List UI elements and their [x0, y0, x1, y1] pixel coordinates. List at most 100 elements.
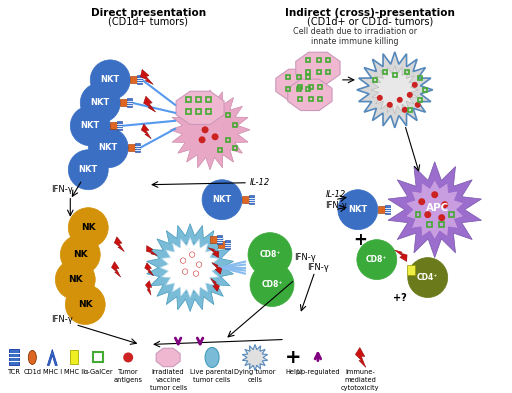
Polygon shape [146, 246, 157, 255]
Circle shape [123, 353, 133, 362]
Circle shape [197, 262, 202, 267]
Circle shape [248, 233, 292, 277]
Circle shape [415, 102, 421, 108]
Circle shape [66, 285, 105, 325]
Text: Indirect (cross)-presentation: Indirect (cross)-presentation [285, 8, 455, 18]
Ellipse shape [205, 347, 219, 367]
FancyBboxPatch shape [70, 351, 78, 364]
Circle shape [88, 128, 128, 168]
FancyBboxPatch shape [242, 196, 249, 203]
Polygon shape [141, 124, 151, 139]
FancyBboxPatch shape [225, 240, 230, 249]
Text: NKT: NKT [348, 205, 368, 214]
Text: CD4⁺: CD4⁺ [417, 273, 438, 282]
FancyBboxPatch shape [9, 349, 19, 365]
Text: NK: NK [73, 250, 88, 259]
Text: α-GalCer: α-GalCer [83, 369, 113, 375]
Polygon shape [242, 345, 268, 371]
Text: +?: +? [393, 292, 407, 303]
Polygon shape [112, 262, 121, 277]
Polygon shape [156, 348, 180, 367]
Polygon shape [170, 90, 250, 170]
Circle shape [211, 133, 219, 140]
Circle shape [338, 190, 378, 230]
Text: TCR: TCR [8, 369, 21, 375]
Polygon shape [276, 69, 320, 101]
Text: +: + [353, 231, 367, 249]
Circle shape [418, 198, 425, 205]
Text: tumor cells: tumor cells [150, 386, 187, 391]
Text: cytotoxicity: cytotoxicity [340, 386, 379, 391]
Text: +: + [285, 348, 301, 367]
Circle shape [408, 257, 447, 298]
Text: NK: NK [81, 223, 96, 232]
FancyBboxPatch shape [128, 144, 135, 151]
Text: NK: NK [78, 300, 93, 309]
Text: MHC II: MHC II [64, 369, 85, 375]
Circle shape [194, 271, 199, 276]
Text: Help: Help [285, 369, 301, 375]
Polygon shape [162, 240, 218, 296]
Text: NKT: NKT [91, 98, 110, 107]
Circle shape [181, 258, 186, 263]
Polygon shape [143, 96, 156, 112]
Circle shape [90, 60, 130, 100]
Circle shape [68, 208, 108, 248]
FancyBboxPatch shape [127, 98, 132, 107]
FancyBboxPatch shape [249, 195, 254, 204]
Circle shape [80, 83, 120, 123]
Text: IFN-γ: IFN-γ [325, 201, 347, 210]
Circle shape [357, 240, 397, 279]
Polygon shape [145, 281, 152, 295]
Text: IL-12: IL-12 [326, 190, 346, 199]
Circle shape [377, 95, 383, 101]
Text: Immune-: Immune- [345, 369, 375, 375]
Text: IFN-γ: IFN-γ [51, 315, 73, 324]
Polygon shape [140, 70, 153, 84]
Text: cells: cells [247, 377, 263, 384]
Polygon shape [355, 347, 366, 367]
Circle shape [250, 263, 294, 307]
Polygon shape [208, 248, 219, 258]
Circle shape [199, 136, 206, 143]
Text: IL-12: IL-12 [250, 178, 270, 187]
Text: tumor cells: tumor cells [194, 377, 231, 384]
Text: IFN-γ: IFN-γ [307, 263, 329, 272]
Circle shape [183, 269, 187, 274]
Text: NKT: NKT [100, 75, 120, 84]
Text: vaccine: vaccine [155, 377, 181, 384]
Ellipse shape [28, 351, 36, 364]
FancyBboxPatch shape [218, 241, 225, 248]
Circle shape [438, 214, 445, 221]
Text: IFN-γ: IFN-γ [294, 253, 316, 262]
Polygon shape [146, 224, 233, 312]
Text: Cell death due to irradiation or
innate immune killing: Cell death due to irradiation or innate … [293, 27, 417, 46]
Text: mediated: mediated [344, 377, 376, 384]
Polygon shape [211, 278, 220, 292]
FancyBboxPatch shape [378, 206, 385, 213]
Polygon shape [212, 263, 222, 274]
Circle shape [412, 82, 418, 88]
Circle shape [202, 126, 208, 133]
FancyBboxPatch shape [120, 99, 127, 107]
Circle shape [68, 150, 108, 190]
FancyBboxPatch shape [135, 143, 140, 152]
Text: Irradiated: Irradiated [152, 369, 184, 375]
Polygon shape [114, 237, 124, 252]
Text: Up-regulated: Up-regulated [296, 369, 340, 375]
Text: CD1d: CD1d [24, 369, 41, 375]
Text: NKT: NKT [80, 121, 100, 130]
Polygon shape [296, 52, 340, 84]
Text: Dying tumor: Dying tumor [234, 369, 276, 375]
Text: CD8⁺: CD8⁺ [259, 250, 281, 259]
FancyBboxPatch shape [110, 122, 117, 129]
Circle shape [387, 102, 393, 108]
Circle shape [397, 97, 403, 103]
Circle shape [180, 257, 186, 264]
Text: IFN-γ: IFN-γ [51, 185, 73, 194]
Text: antigens: antigens [114, 377, 143, 384]
Text: NKT: NKT [79, 165, 98, 174]
FancyBboxPatch shape [407, 264, 415, 275]
Circle shape [189, 252, 195, 257]
Polygon shape [47, 349, 57, 365]
